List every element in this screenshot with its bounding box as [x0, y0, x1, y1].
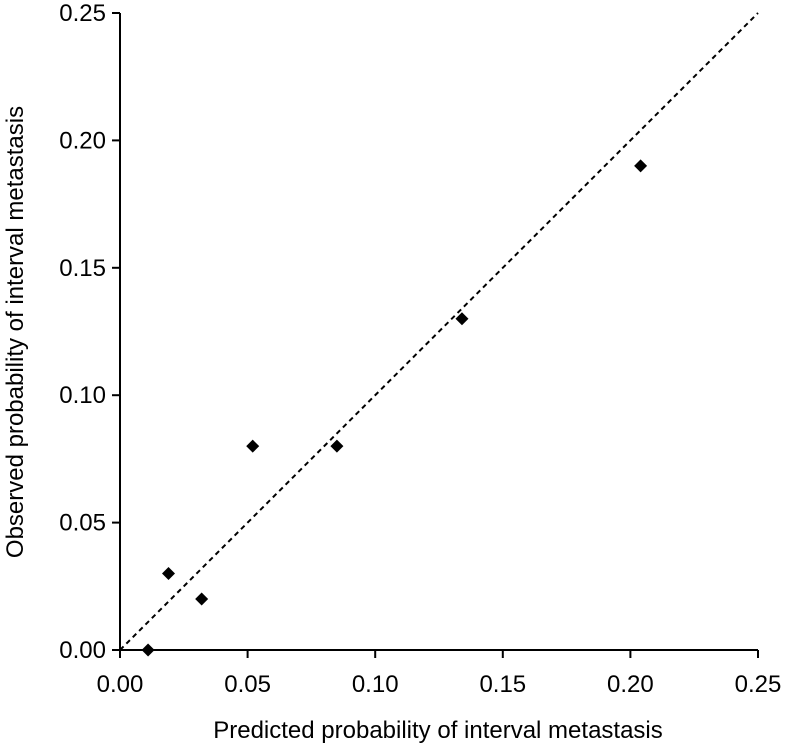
y-tick-label: 0.05	[59, 510, 106, 537]
data-point	[141, 643, 155, 657]
reference-line	[119, 12, 759, 651]
x-tick-label: 0.25	[735, 671, 782, 698]
plot-area: 0.00 0.05 0.10 0.15 0.20 0.25 0.00 0.05 0.10 0.15…	[59, 0, 781, 698]
data-point	[330, 439, 344, 453]
y-tick-label: 0.20	[59, 127, 106, 154]
x-tick-label: 0.15	[479, 671, 526, 698]
x-tick-label: 0.10	[352, 671, 399, 698]
x-axis-title: Predicted probability of interval metast…	[213, 717, 663, 744]
data-point	[246, 439, 260, 453]
data-point	[455, 312, 469, 326]
data-point	[161, 567, 175, 581]
x-tick-label: 0.20	[607, 671, 654, 698]
x-tick-label: 0.05	[224, 671, 271, 698]
y-tick-label: 0.25	[59, 0, 106, 27]
y-tick-label: 0.10	[59, 382, 106, 409]
data-point	[195, 592, 209, 606]
data-point	[634, 159, 648, 173]
x-tick-label: 0.00	[97, 671, 144, 698]
y-axis-title: Observed probability of interval metasta…	[2, 106, 29, 558]
y-tick-label: 0.00	[59, 637, 106, 664]
y-tick-label: 0.15	[59, 255, 106, 282]
